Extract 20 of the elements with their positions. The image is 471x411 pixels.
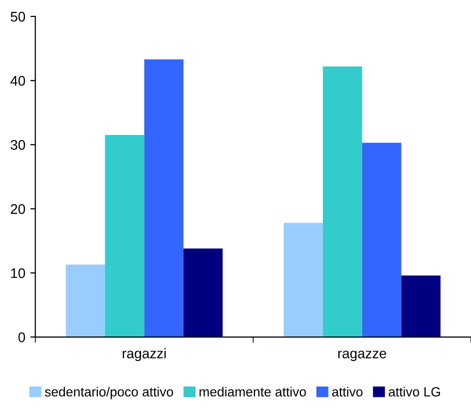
- y-tick-label: 20: [10, 204, 26, 214]
- legend-label: mediamente attivo: [200, 386, 306, 397]
- y-tick-label: 10: [11, 268, 26, 278]
- bar: [144, 59, 184, 338]
- y-tick-label: 30: [10, 140, 26, 150]
- x-tick-label: ragazzi: [122, 348, 166, 362]
- bar: [105, 135, 144, 338]
- bar: [322, 66, 362, 338]
- legend-label: attivo: [332, 386, 363, 397]
- bar: [66, 264, 106, 338]
- x-tick-label: ragazze: [338, 350, 386, 362]
- legend-label: attivo LG: [388, 386, 440, 397]
- y-tick-label: 0: [18, 332, 26, 342]
- y-tick-label: 40: [10, 76, 26, 86]
- y-tick-label: 50: [10, 12, 26, 22]
- legend-label: sedentario/poco attivo: [44, 386, 174, 400]
- bar: [362, 142, 402, 338]
- bar: [183, 248, 223, 338]
- bar: [401, 275, 441, 338]
- bar: [284, 222, 323, 338]
